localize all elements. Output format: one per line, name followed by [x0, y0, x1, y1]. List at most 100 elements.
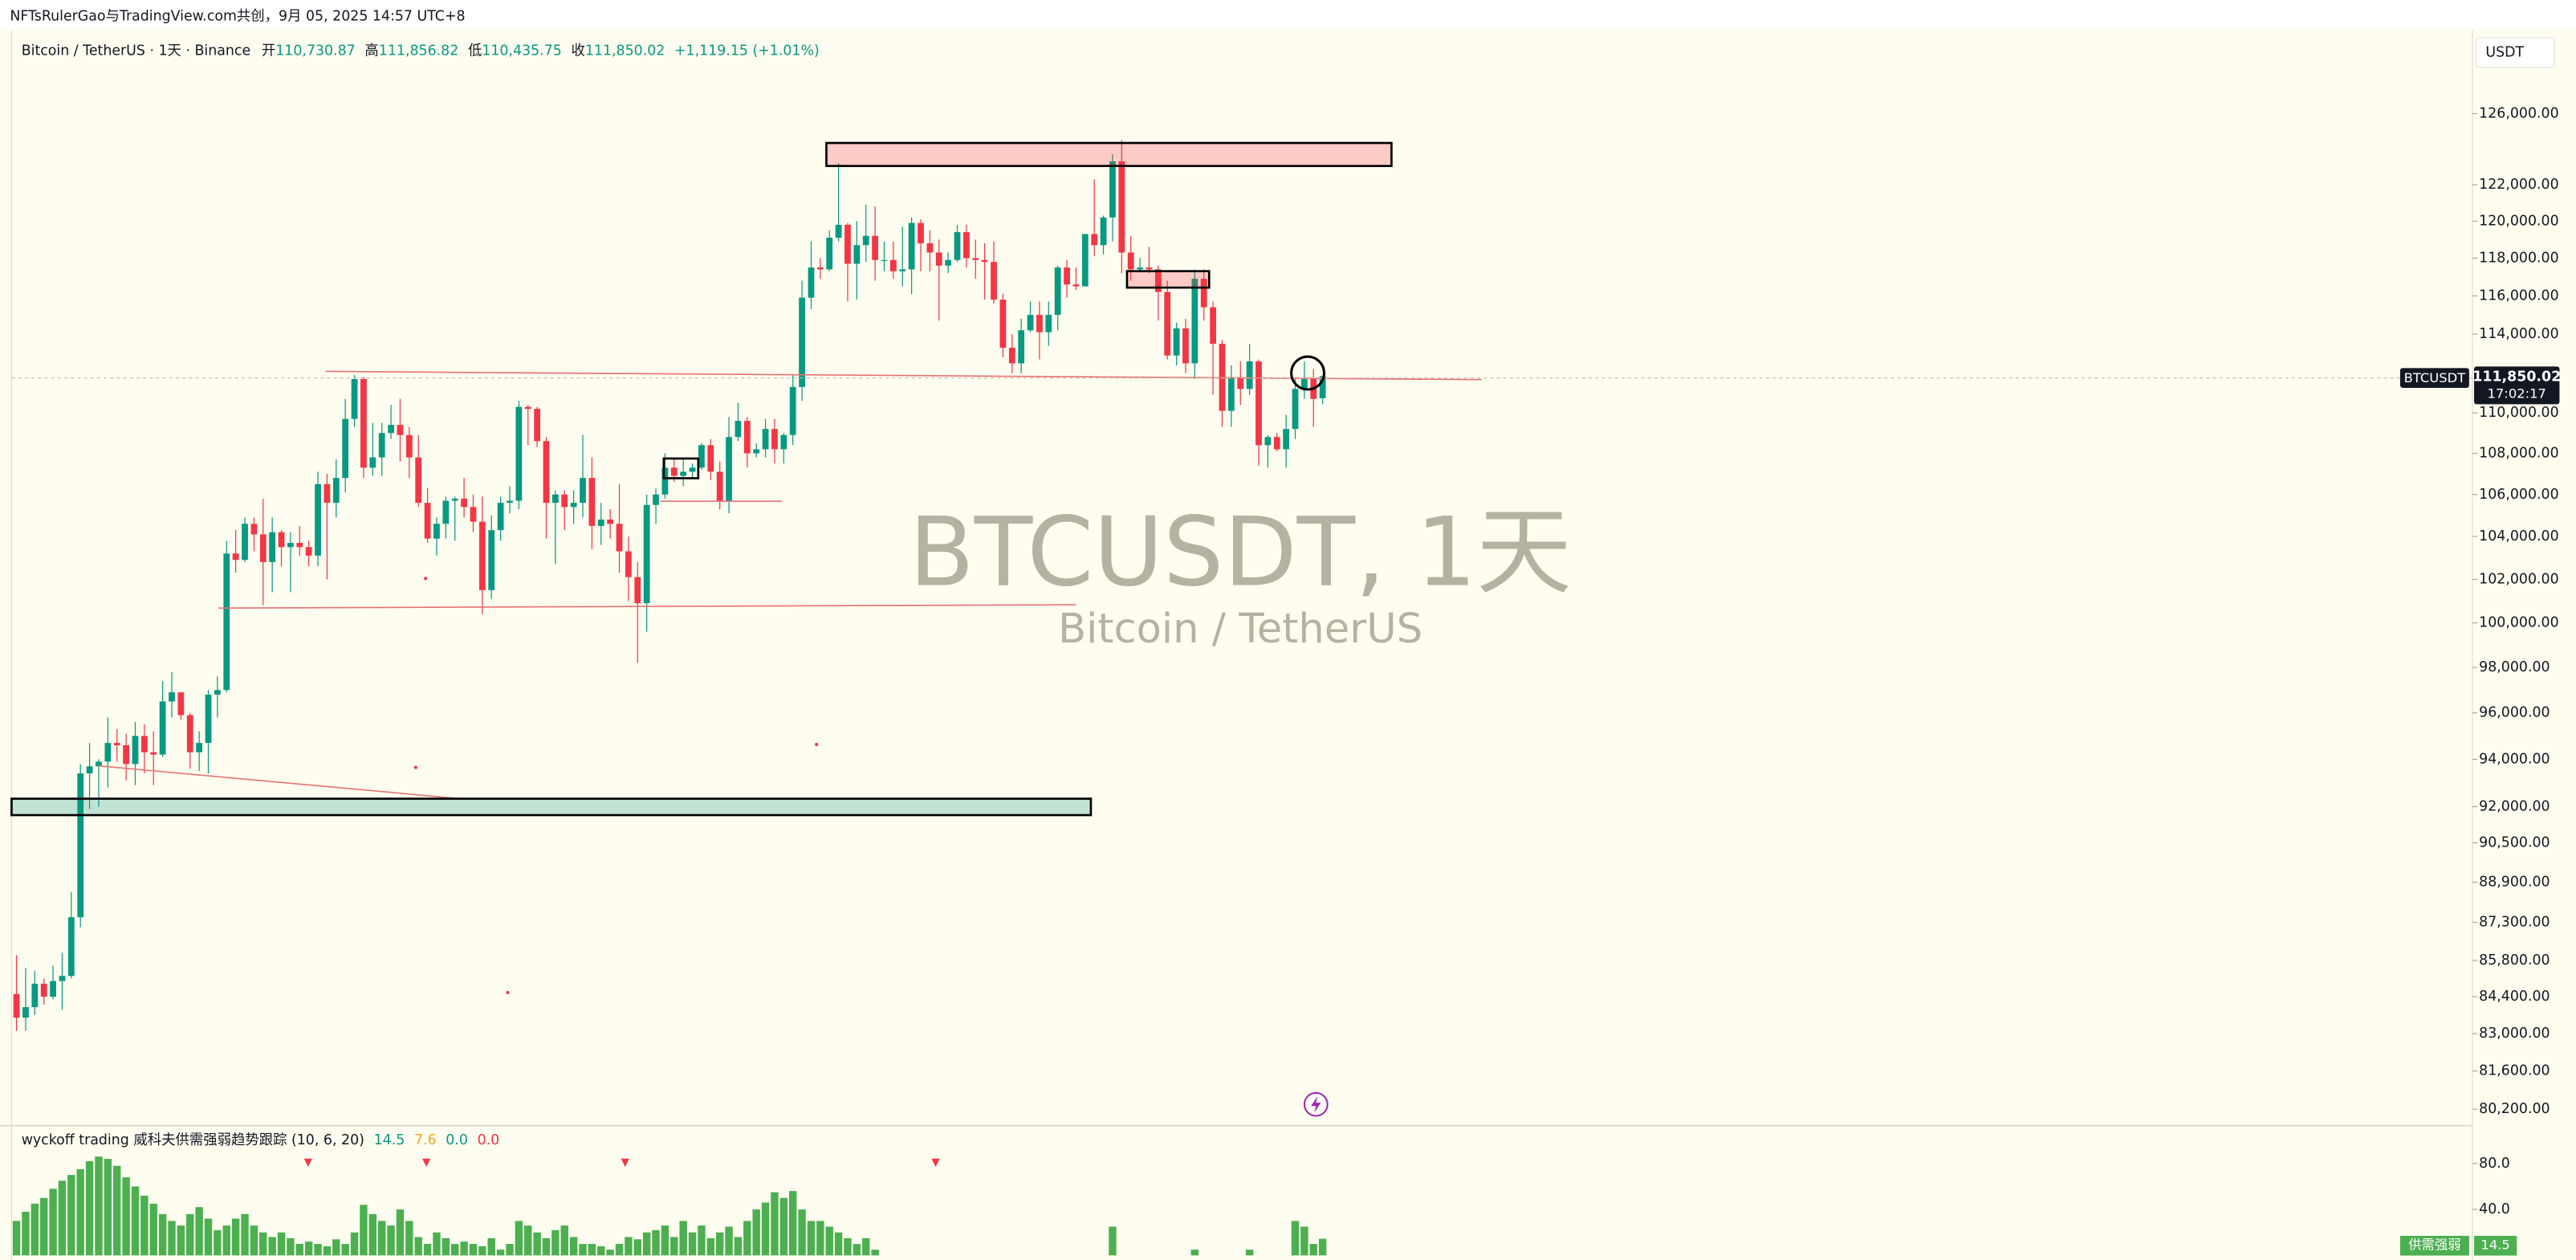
candle-body	[580, 478, 586, 504]
candle-body	[1173, 328, 1180, 356]
y-tick-label: 104,000.00	[2479, 528, 2558, 544]
candle-body	[269, 532, 276, 562]
candle-body	[1045, 315, 1052, 332]
indicator-bar	[332, 1239, 340, 1256]
candle-body	[698, 445, 705, 468]
event-icon-bolt	[1311, 1095, 1321, 1113]
indicator-bar	[478, 1246, 486, 1256]
open-value: 110,730.87	[275, 43, 355, 59]
candle-body	[1137, 267, 1143, 270]
signal-marker	[422, 1158, 431, 1167]
candle-body	[250, 524, 258, 535]
signal-marker	[931, 1158, 940, 1167]
candle-body	[899, 269, 906, 271]
indicator-bar	[442, 1238, 450, 1256]
indicator-bar	[131, 1186, 140, 1256]
candle-body	[954, 232, 961, 260]
indicator-bar	[615, 1243, 624, 1256]
dot	[413, 765, 417, 769]
indicator-bar	[67, 1175, 75, 1256]
indicator-bar	[396, 1209, 405, 1256]
indicator-bar	[844, 1238, 852, 1256]
candle-body	[1246, 361, 1253, 389]
y-tick-label: 84,400.00	[2479, 989, 2550, 1005]
indicator-bar	[725, 1226, 733, 1256]
candle-body	[844, 224, 851, 264]
indicator-bar	[825, 1226, 833, 1256]
indicator-bar	[779, 1197, 788, 1256]
candle-body	[1118, 161, 1125, 253]
candle-body	[360, 379, 367, 468]
candle-body	[680, 471, 687, 476]
y-tick-label: 114,000.00	[2479, 326, 2558, 342]
y-tick-label: 83,000.00	[2479, 1026, 2550, 1042]
drawings	[10, 141, 2472, 1117]
candle-body	[707, 445, 714, 472]
indicator-bar	[862, 1238, 870, 1256]
currency-button[interactable]	[2475, 37, 2555, 68]
indicator-bar	[149, 1203, 157, 1256]
candle-body	[315, 483, 321, 556]
indicator-bar	[515, 1221, 523, 1256]
indicator-bar	[122, 1176, 130, 1256]
candle-body	[470, 507, 477, 522]
candle-body	[497, 503, 504, 531]
open-label: 开	[262, 43, 275, 59]
candle-body	[816, 267, 824, 270]
symbol-tag-text: BTCUSDT	[2404, 370, 2467, 385]
candle-body	[140, 736, 148, 752]
indicator-bar	[469, 1243, 478, 1256]
low-label: 低	[468, 43, 482, 59]
candle-body	[205, 694, 212, 744]
change: +1,119.15 (+1.01%)	[674, 43, 820, 59]
candle-body	[1072, 284, 1080, 287]
y-tick-label: 120,000.00	[2479, 213, 2558, 229]
candle-body	[1300, 379, 1308, 389]
indicator-bar	[798, 1209, 806, 1256]
candle-body	[104, 743, 112, 762]
candle-body	[981, 259, 988, 263]
indicator-bar	[31, 1203, 39, 1256]
price-tag-value: 111,850.02	[2472, 369, 2561, 385]
candle-body	[177, 692, 185, 716]
y-tick-label: 118,000.00	[2479, 250, 2558, 266]
indicator-bar	[487, 1238, 495, 1256]
indicator-bar	[277, 1232, 286, 1256]
candle-body	[753, 449, 760, 454]
indicator-bar	[496, 1250, 505, 1256]
y-tick-label: 92,000.00	[2479, 799, 2550, 815]
indicator-bar	[341, 1243, 349, 1256]
candle-body	[1127, 252, 1134, 270]
y-tick-label: 106,000.00	[2479, 487, 2558, 503]
candle-body	[1227, 377, 1235, 411]
candle-body	[169, 692, 175, 702]
indicator-bar	[222, 1225, 230, 1256]
indicator-bar	[104, 1159, 112, 1256]
candle-body	[1008, 347, 1015, 364]
indicator-value-tag	[2474, 1235, 2517, 1256]
candle-body	[388, 425, 394, 434]
indicator-bar	[377, 1221, 386, 1256]
high-label: 高	[364, 43, 378, 59]
indicator-bar	[706, 1238, 715, 1256]
indicator-bar	[597, 1246, 605, 1256]
candle-body	[534, 409, 541, 442]
candle-body	[40, 983, 47, 997]
indicator-legend: wyckoff trading 威科夫供需强弱趋势跟踪 (10, 6, 20) …	[22, 1132, 500, 1148]
dot	[424, 577, 428, 581]
indicator-bar	[168, 1221, 176, 1256]
candle-body	[259, 534, 267, 562]
y-tick-label: 100,000.00	[2479, 615, 2558, 631]
candle-body	[1191, 279, 1198, 364]
y-tick-label: 110,000.00	[2479, 405, 2558, 421]
candle-body	[196, 743, 203, 752]
candle-body	[1154, 269, 1162, 292]
candle-body	[835, 224, 842, 238]
candle-body	[369, 457, 376, 468]
indicator-bar	[670, 1237, 678, 1256]
indicator-bar	[761, 1202, 770, 1256]
indicator-title: wyckoff trading 威科夫供需强弱趋势跟踪 (10, 6, 20)	[22, 1132, 364, 1148]
candle-body	[945, 259, 952, 266]
y-tick-label: 94,000.00	[2479, 751, 2550, 767]
